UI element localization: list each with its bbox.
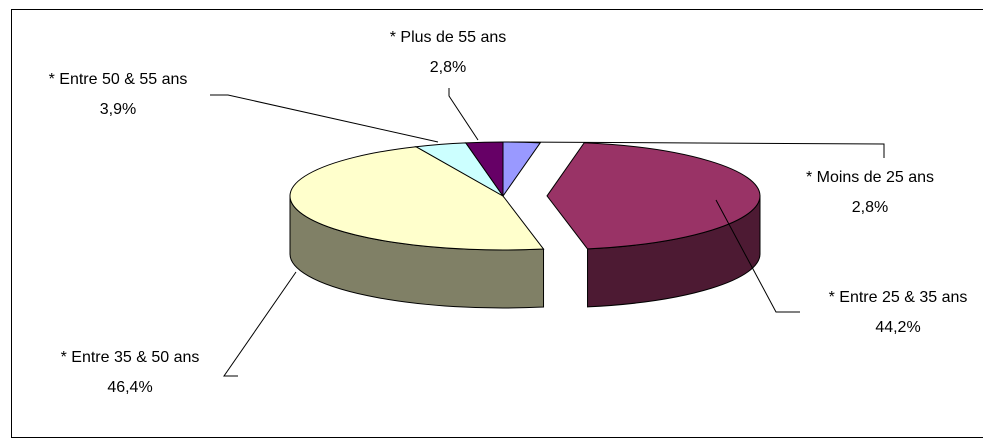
- slice-value-label: 2,8%: [430, 59, 466, 76]
- slice-label: * Plus de 55 ans: [390, 29, 507, 46]
- slice-value-label: 2,8%: [852, 199, 888, 216]
- slice-value-label: 44,2%: [875, 319, 920, 336]
- leader-line: [510, 141, 885, 158]
- leader-line: [210, 94, 439, 143]
- pie-slice: [464, 141, 504, 198]
- pie-tops: [289, 141, 761, 251]
- slice-label: * Entre 25 & 35 ans: [829, 289, 968, 306]
- slice-labels: * Moins de 25 ans 2,8% * Entre 25 & 35 ans…: [49, 29, 968, 396]
- leader-line: [223, 271, 297, 377]
- slice-value-label: 3,9%: [100, 101, 136, 118]
- leader-line: [715, 199, 800, 313]
- leader-line: [448, 88, 479, 141]
- slice-label: * Entre 50 & 55 ans: [49, 71, 188, 88]
- slice-label: * Entre 35 & 50 ans: [61, 349, 200, 366]
- pie-slice: [546, 142, 761, 250]
- slice-value-label: 46,4%: [107, 379, 152, 396]
- slice-label: * Moins de 25 ans: [806, 169, 934, 186]
- leader-lines: [210, 88, 885, 377]
- pie-slice: [289, 146, 545, 251]
